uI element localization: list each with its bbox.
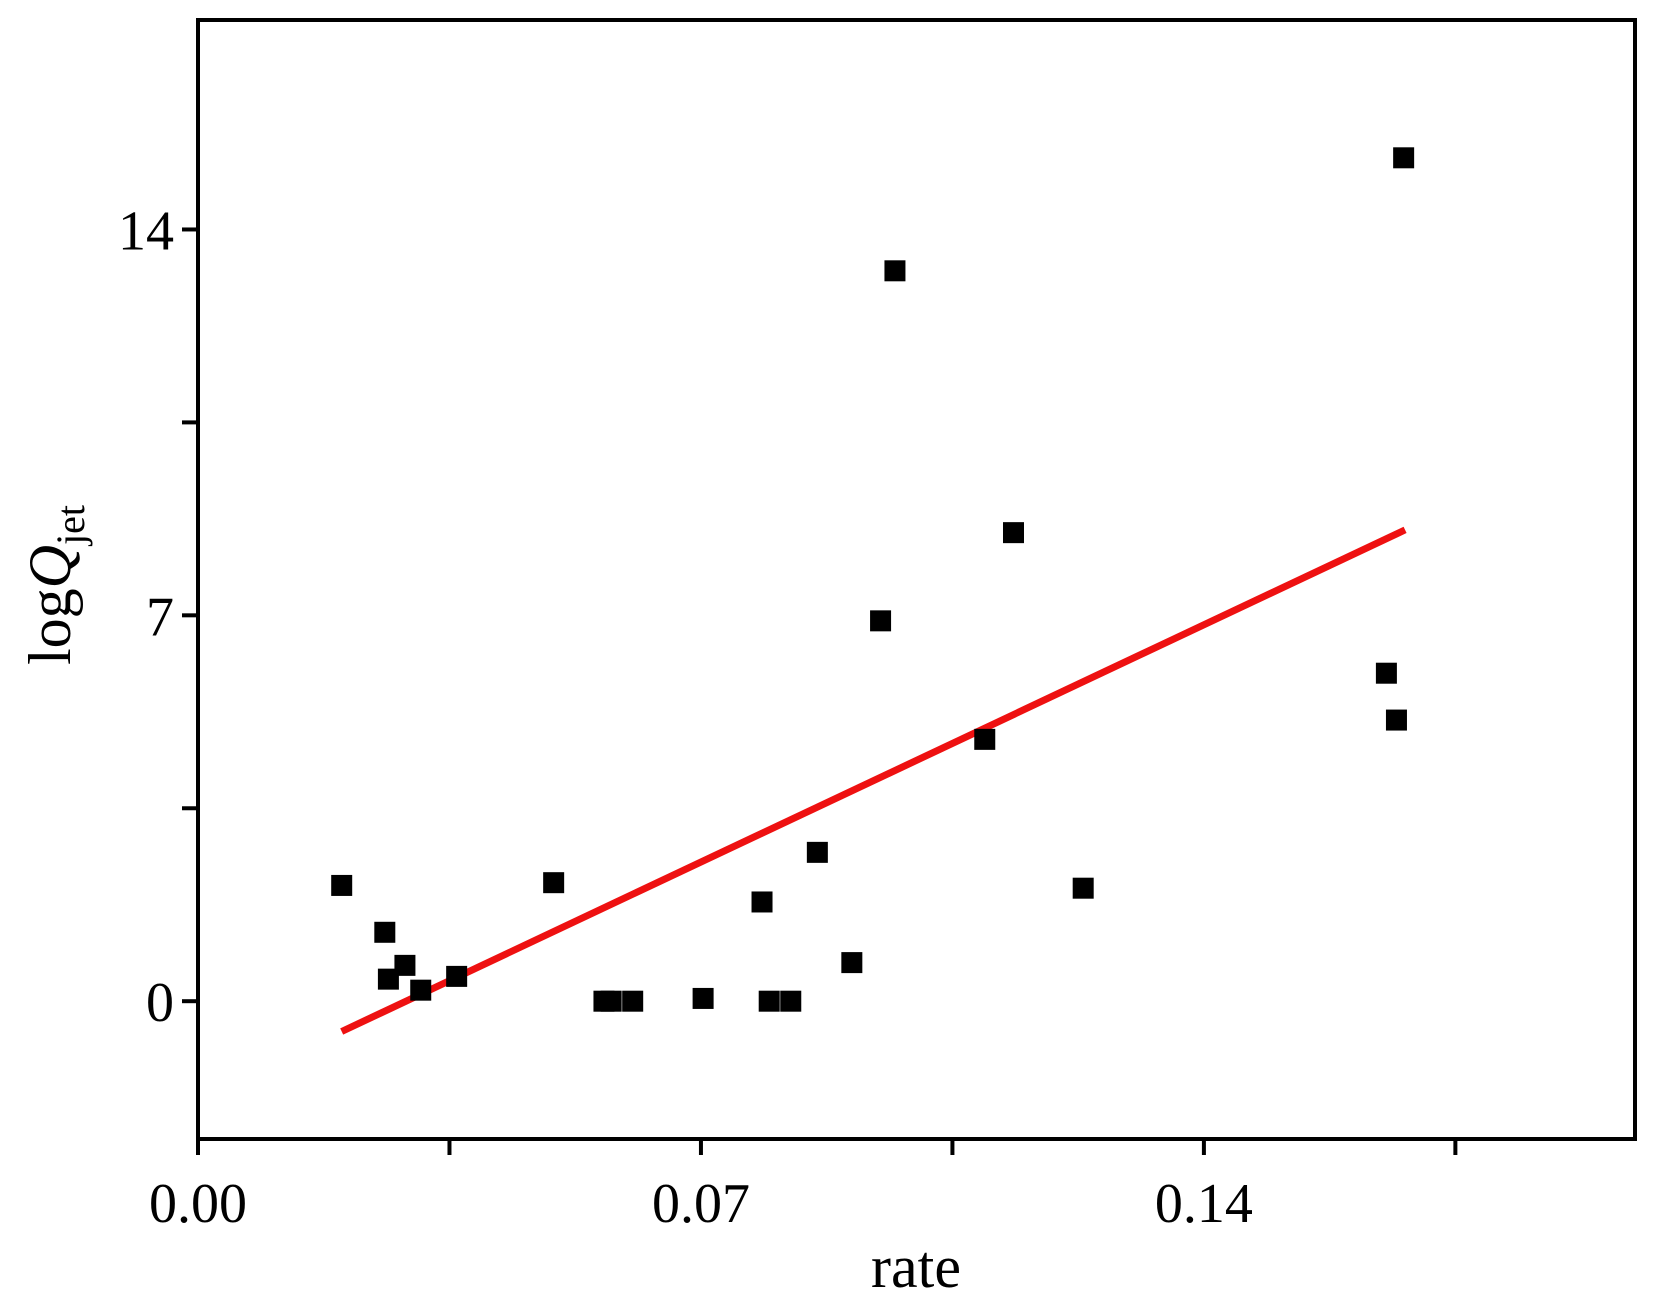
data-point — [1393, 147, 1415, 169]
y-axis-tick-labels: 0 7 14 — [118, 200, 174, 1034]
data-point — [751, 891, 773, 913]
data-point — [374, 921, 396, 943]
x-tick-label: 0.14 — [1155, 1173, 1253, 1235]
data-point — [1072, 877, 1094, 899]
data-point — [692, 987, 714, 1009]
data-point — [974, 728, 996, 750]
data-point — [622, 990, 644, 1012]
y-axis-title-subscript: jet — [48, 505, 93, 547]
data-point — [331, 874, 353, 896]
data-point — [884, 260, 906, 282]
y-tick-label: 14 — [118, 200, 174, 262]
data-point — [543, 872, 565, 894]
data-point — [870, 610, 892, 632]
y-axis-title: logQjet — [17, 505, 93, 665]
fit-line — [340, 526, 1407, 1035]
y-axis-title-main: Q — [17, 545, 83, 588]
data-point — [806, 841, 828, 863]
x-axis-tick-labels: 0.00 0.07 0.14 — [149, 1173, 1253, 1235]
x-axis-title: rate — [871, 1234, 961, 1299]
fit-line-group — [340, 526, 1407, 1035]
x-tick-label: 0.00 — [149, 1173, 247, 1235]
x-tick-label: 0.07 — [652, 1173, 750, 1235]
plot-frame — [196, 18, 1637, 1141]
data-point — [410, 979, 432, 1001]
y-axis-title-prefix: log — [17, 588, 83, 665]
data-point — [758, 990, 780, 1012]
data-point — [1375, 662, 1397, 684]
y-axis-ticks — [182, 227, 198, 1004]
y-tick-label: 0 — [146, 972, 174, 1034]
data-point — [600, 990, 622, 1012]
data-point — [841, 952, 863, 974]
data-point — [1385, 709, 1407, 731]
y-tick-label: 7 — [146, 586, 174, 648]
data-point — [394, 954, 416, 976]
data-point — [377, 968, 399, 990]
data-point — [780, 990, 802, 1012]
data-points — [331, 147, 1415, 1012]
data-point — [446, 965, 468, 987]
data-point — [1002, 522, 1024, 544]
x-axis-ticks — [196, 1139, 1458, 1155]
